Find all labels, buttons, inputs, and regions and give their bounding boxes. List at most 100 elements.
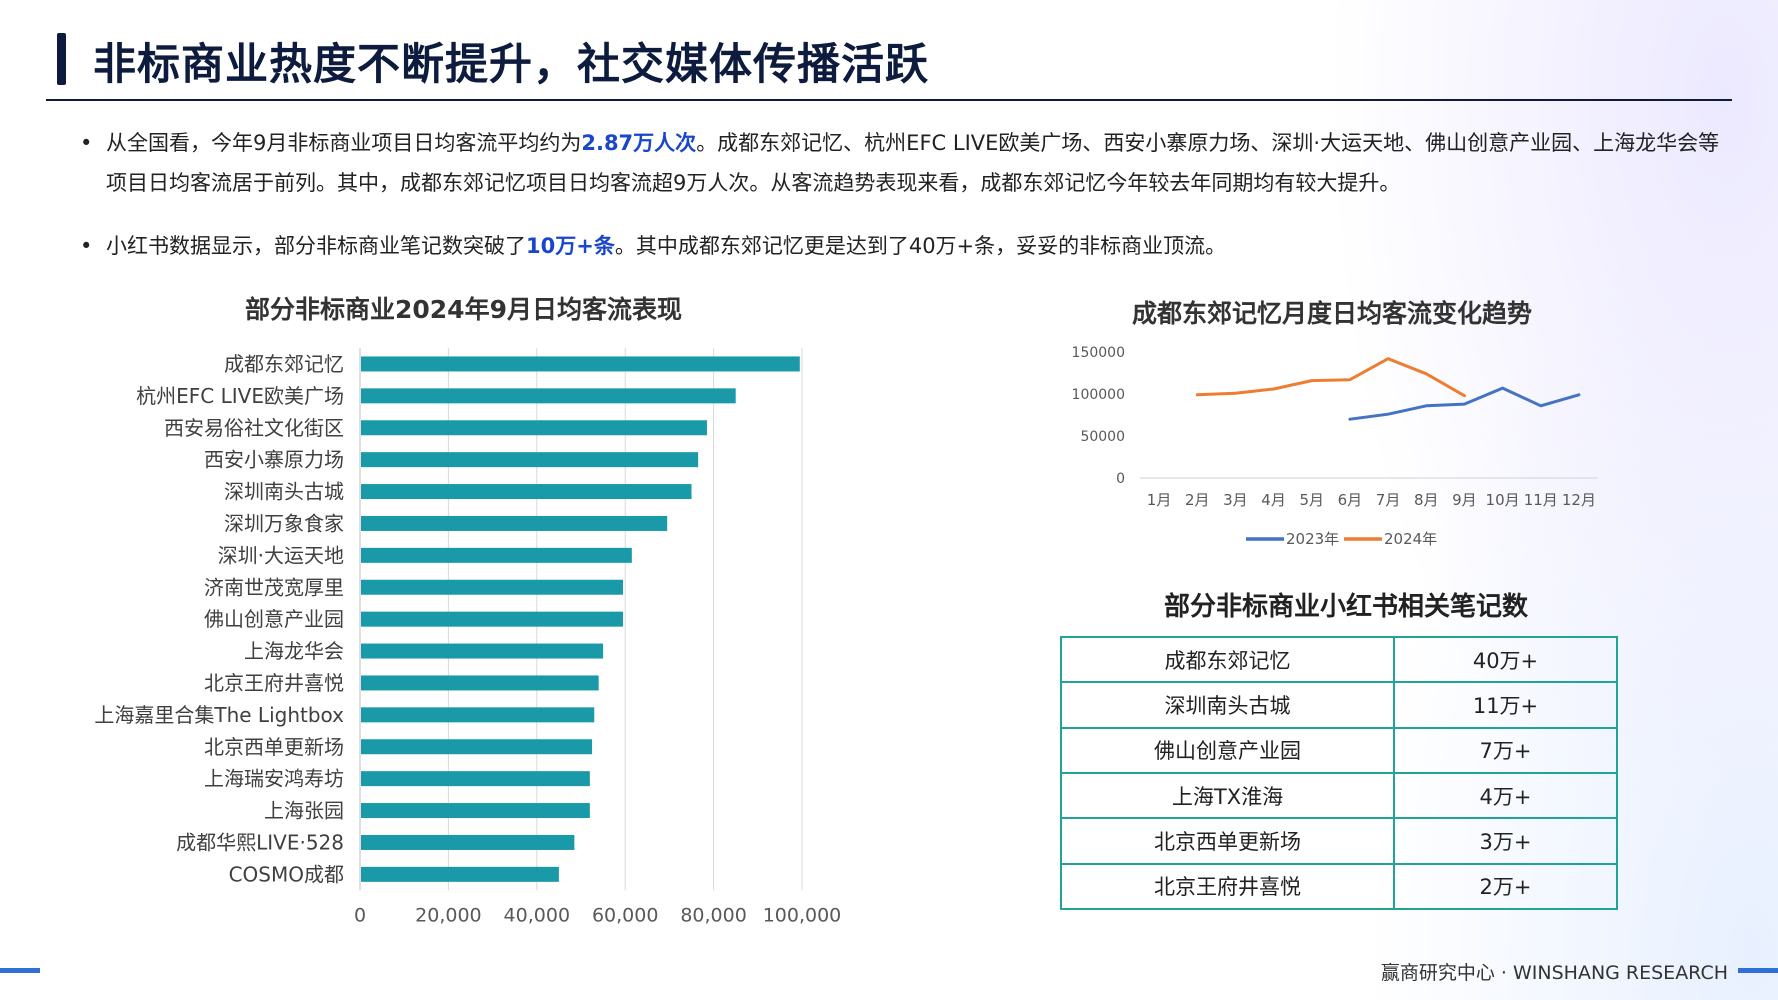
legend-label: 2024年 [1384,530,1437,548]
bullet-text: 从全国看，今年9月非标商业项目日均客流平均约为2.87万人次。成都东郊记忆、杭州… [106,123,1736,203]
bar-category-label: 上海瑞安鸿寿坊 [204,767,344,791]
bar-category-label: 西安小寨原力场 [204,448,344,472]
bar-category-label: 上海龙华会 [244,639,344,663]
table-row: 北京王府井喜悦 2万+ [1060,862,1618,911]
bullet-text-pre: 从全国看，今年9月非标商业项目日均客流平均约为 [106,131,582,155]
table-cell-project: 上海TX淮海 [1060,771,1395,820]
notes-table: 成都东郊记忆 40万+ 深圳南头古城 11万+ 佛山创意产业园 7万+ 上海TX淮海 4万+ 北… [1060,635,1618,911]
table-cell-project: 北京西单更新场 [1060,817,1395,865]
line-x-tick-label: 4月 [1261,491,1286,509]
bar-x-tick-label: 80,000 [680,904,746,926]
table-row: 上海TX淮海 4万+ [1060,771,1618,820]
title-accent-bar [57,33,66,85]
footer-source: 赢商研究中心 · WINSHANG RESEARCH [1380,962,1728,984]
table-cell-count: 11万+ [1393,681,1618,729]
table-cell-count: 40万+ [1393,635,1618,684]
line-x-tick-label: 2月 [1185,491,1210,509]
bar-category-label: 北京王府井喜悦 [204,671,344,695]
line-x-tick-label: 9月 [1452,491,1477,509]
bar-category-label: 西安易俗社文化街区 [164,416,344,440]
bar [361,356,800,372]
line-series [1195,357,1466,398]
line-x-tick-label: 8月 [1414,491,1439,509]
table-cell-project: 成都东郊记忆 [1060,635,1395,684]
line-x-tick-label: 3月 [1223,491,1248,509]
bullet-dot: • [80,234,93,258]
bar-chart: 0 20,000 40,000 60,000 80,000 100,000 成都东郊记忆杭州… [94,348,842,926]
bar [361,611,623,627]
bar [361,515,668,531]
bullet-highlight: 2.87万人次 [581,131,697,155]
legend-item: 2024年 [1344,530,1437,548]
line-y-tick-label: 100000 [1072,387,1125,403]
bar [361,803,590,819]
bar [361,547,632,563]
line-x-tick-label: 12月 [1562,491,1596,509]
line-y-tick-label: 0 [1116,471,1125,487]
bullet-dot: • [80,131,93,155]
line-chart-title: 成都东郊记忆月度日均客流变化趋势 [1132,299,1533,328]
footer-accent-right [1738,968,1778,973]
bar-chart-title: 部分非标商业2024年9月日均客流表现 [245,295,682,324]
line-series [1348,386,1581,421]
bar-category-label: 成都东郊记忆 [224,352,344,376]
bullet-text: 小红书数据显示，部分非标商业笔记数突破了10万+条。其中成都东郊记忆更是达到了4… [106,226,1736,266]
page-title: 非标商业热度不断提升，社交媒体传播活跃 [93,40,929,90]
bar [361,388,736,404]
line-x-tick-label: 7月 [1376,491,1401,509]
bar [361,834,575,850]
line-y-tick-label: 50000 [1080,429,1125,445]
bar [361,579,623,595]
bar-category-label: 佛山创意产业园 [204,607,344,631]
bullet-text-pre: 小红书数据显示，部分非标商业笔记数突破了 [106,234,526,258]
table-cell-project: 北京王府井喜悦 [1060,862,1395,911]
line-x-tick-label: 11月 [1524,491,1558,509]
table-cell-count: 2万+ [1393,862,1618,911]
footer-accent-left [0,968,40,973]
bar-category-label: 济南世茂宽厚里 [204,575,344,599]
table-cell-project: 佛山创意产业园 [1060,726,1395,774]
bar-x-tick-label: 20,000 [415,904,481,926]
line-x-tick-label: 1月 [1147,491,1172,509]
bar-category-label: 成都华熙LIVE·528 [176,830,344,854]
bar-category-label: 北京西单更新场 [204,735,344,759]
bar [361,739,593,755]
line-y-tick-label: 150000 [1072,345,1125,361]
bar [361,452,699,468]
table-cell-count: 3万+ [1393,817,1618,865]
bar [361,771,590,787]
bar-category-label: 深圳·大运天地 [218,543,344,567]
legend-label: 2023年 [1286,530,1339,548]
bar-category-label: COSMO成都 [229,862,344,886]
bar [361,420,707,436]
legend-item: 2023年 [1246,530,1339,548]
bar [361,484,692,500]
bar-x-tick-label: 60,000 [592,904,658,926]
bar-x-tick-label: 100,000 [763,904,842,926]
line-x-tick-label: 10月 [1486,491,1520,509]
bar-x-tick-label: 40,000 [504,904,570,926]
bar-category-label: 深圳南头古城 [224,480,344,504]
title-divider [46,99,1732,101]
line-x-tick-label: 5月 [1299,491,1324,509]
bar-category-label: 深圳万象食家 [224,511,344,535]
bullet-highlight: 10万+条 [526,234,615,258]
table-row: 北京西单更新场 3万+ [1060,817,1618,865]
bullet-text-post: 。其中成都东郊记忆更是达到了40万+条，妥妥的非标商业顶流。 [614,234,1227,258]
line-x-tick-label: 6月 [1338,491,1363,509]
notes-table-title: 部分非标商业小红书相关笔记数 [1164,592,1529,622]
table-row: 深圳南头古城 11万+ [1060,681,1618,729]
bar [361,643,604,659]
bar-category-label: 上海张园 [264,799,344,823]
bar-category-label: 杭州EFC LIVE欧美广场 [136,384,344,408]
table-row: 成都东郊记忆 40万+ [1060,635,1618,684]
table-cell-project: 深圳南头古城 [1060,681,1395,729]
bar-category-label: 上海嘉里合集The Lightbox [94,703,344,727]
bullet-text-post: 。成都东郊记忆、杭州EFC LIVE欧美广场、西安小寨原力场、深圳·大运天地、佛… [106,131,1720,195]
table-cell-count: 4万+ [1393,771,1618,820]
bar [361,675,599,691]
bar [361,707,595,723]
table-cell-count: 7万+ [1393,726,1618,774]
table-row: 佛山创意产业园 7万+ [1060,726,1618,774]
